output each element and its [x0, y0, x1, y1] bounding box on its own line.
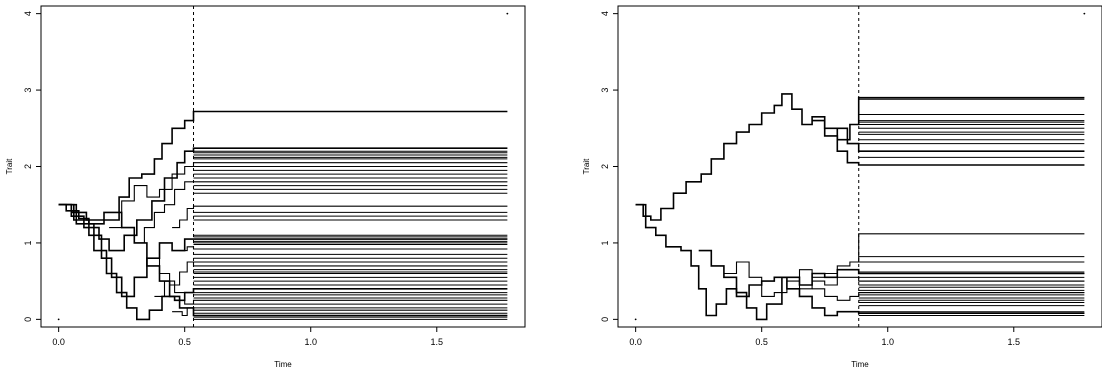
x-tick-label: 1.5	[1008, 337, 1021, 347]
x-tick-label: 0.5	[178, 337, 191, 347]
series-line	[635, 93, 1085, 221]
x-tick-label: 0.5	[755, 337, 768, 347]
y-tick-label: 3	[600, 88, 610, 93]
y-tick-label: 4	[600, 11, 610, 16]
terminal-lines	[193, 150, 508, 320]
corner-point	[506, 12, 509, 15]
series-line	[172, 307, 508, 317]
y-tick-label: 0	[23, 317, 33, 322]
terminal-lines	[858, 98, 1085, 317]
x-tick-label: 1.0	[304, 337, 317, 347]
x-tick-label: 1.5	[431, 337, 444, 347]
series-line	[146, 257, 508, 286]
series-line	[786, 233, 1085, 278]
y-tick-label: 2	[600, 164, 610, 169]
corner-point	[634, 318, 637, 321]
series-group	[58, 110, 508, 321]
series-line	[134, 181, 508, 244]
y-tick-label: 4	[23, 11, 33, 16]
series-line	[58, 110, 508, 225]
plot-frame	[617, 5, 1102, 328]
y-tick-label: 1	[600, 240, 610, 245]
x-tick-label: 0.0	[52, 337, 65, 347]
y-tick-label: 1	[23, 240, 33, 245]
y-tick-label: 3	[23, 88, 33, 93]
y-axis-label: Trait	[582, 158, 591, 174]
y-tick-label: 0	[600, 317, 610, 322]
trait-chart-left: 0.0 0.5 1.0 1.5 0 1 2 3 4 Time Trait	[5, 5, 526, 369]
series-line	[58, 203, 508, 298]
series-line	[635, 203, 1085, 317]
x-axis-label: Time	[851, 360, 869, 369]
series-line	[172, 205, 508, 229]
series-line	[179, 246, 508, 252]
x-tick-label: 1.0	[881, 337, 894, 347]
trait-chart-right: 0.0 0.5 1.0 1.5 0 1 2 3 4 Time Trait	[582, 5, 1102, 369]
series-line	[58, 147, 508, 252]
series-group	[635, 93, 1085, 321]
series-line	[109, 162, 508, 229]
y-tick-label: 2	[23, 164, 33, 169]
corner-point	[1083, 12, 1086, 15]
x-tick-label: 0.0	[629, 337, 642, 347]
x-axis-label: Time	[274, 360, 292, 369]
corner-point	[57, 318, 60, 321]
y-axis-label: Trait	[5, 158, 14, 174]
series-line	[723, 261, 1085, 297]
series-line	[698, 249, 1085, 321]
